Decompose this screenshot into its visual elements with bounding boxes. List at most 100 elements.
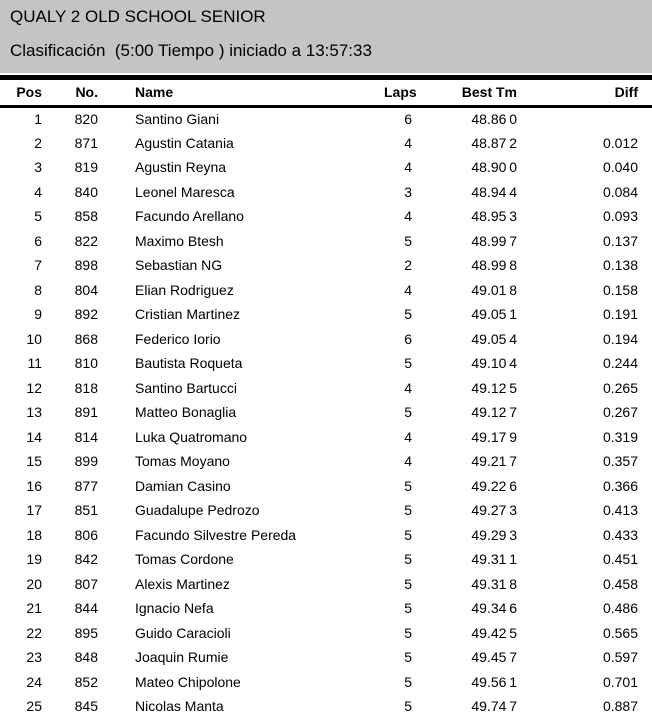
no-cell: 858 [74, 208, 98, 225]
laps-cell: 5 [404, 698, 412, 715]
best-tm-cell: 49.29 3 [471, 526, 517, 543]
name-cell: Agustin Catania [135, 134, 234, 151]
laps-cell: 5 [404, 624, 412, 641]
table-row: 5 858 Facundo Arellano 4 48.95 3 0.093 [0, 204, 652, 229]
best-tm-cell: 49.12 5 [471, 379, 517, 396]
diff-cell: 0.357 [602, 453, 638, 470]
laps-cell: 5 [404, 477, 412, 494]
pos-cell: 22 [26, 624, 42, 641]
results-table-body: 1 820 Santino Giani 6 48.86 0 2 871 Agustin Cat… [0, 106, 652, 719]
pos-cell: 8 [34, 281, 42, 298]
diff-cell: 0.319 [602, 428, 638, 445]
column-header-name: Name [135, 84, 174, 101]
table-row: 20 807 Alexis Martinez 5 49.31 8 0.458 [0, 572, 652, 597]
no-cell: 806 [74, 526, 98, 543]
name-cell: Agustin Reyna [135, 159, 227, 176]
no-cell: 891 [74, 404, 98, 421]
no-cell: 844 [74, 600, 98, 617]
name-cell: Bautista Roqueta [135, 355, 243, 372]
diff-cell: 0.194 [602, 330, 638, 347]
table-row: 6 822 Maximo Btesh 5 48.99 7 0.137 [0, 229, 652, 254]
name-cell: Alexis Martinez [135, 575, 230, 592]
best-tm-cell: 49.17 9 [471, 428, 517, 445]
laps-cell: 5 [404, 551, 412, 568]
no-cell: 840 [74, 183, 98, 200]
best-tm-cell: 49.31 1 [471, 551, 517, 568]
no-cell: 871 [74, 134, 98, 151]
diff-cell: 0.458 [602, 575, 638, 592]
pos-cell: 19 [26, 551, 42, 568]
diff-cell: 0.137 [602, 232, 638, 249]
name-cell: Leonel Maresca [135, 183, 235, 200]
name-cell: Facundo Arellano [135, 208, 244, 225]
laps-cell: 5 [404, 575, 412, 592]
laps-cell: 6 [404, 111, 412, 127]
no-cell: 898 [74, 257, 98, 274]
no-cell: 822 [74, 232, 98, 249]
column-header-no: No. [75, 84, 98, 101]
table-row: 21 844 Ignacio Nefa 5 49.34 6 0.486 [0, 596, 652, 621]
pos-cell: 3 [34, 159, 42, 176]
no-cell: 892 [74, 306, 98, 323]
best-tm-cell: 49.31 8 [471, 575, 517, 592]
no-cell: 818 [74, 379, 98, 396]
no-cell: 820 [74, 111, 98, 127]
name-cell: Sebastian NG [135, 257, 223, 274]
no-cell: 895 [74, 624, 98, 641]
pos-cell: 1 [34, 111, 42, 127]
table-row: 12 818 Santino Bartucci 4 49.12 5 0.265 [0, 376, 652, 401]
no-cell: 804 [74, 281, 98, 298]
session-header: QUALY 2 OLD SCHOOL SENIOR Clasificación … [0, 0, 652, 73]
table-row: 15 899 Tomas Moyano 4 49.21 7 0.357 [0, 449, 652, 474]
name-cell: Maximo Btesh [135, 232, 224, 249]
table-row: 22 895 Guido Caracioli 5 49.42 5 0.565 [0, 621, 652, 646]
diff-cell: 0.366 [602, 477, 638, 494]
table-row: 10 868 Federico Iorio 6 49.05 4 0.194 [0, 327, 652, 352]
best-tm-cell: 48.86 0 [471, 111, 517, 127]
diff-cell: 0.701 [602, 673, 638, 690]
best-tm-cell: 48.95 3 [471, 208, 517, 225]
best-tm-cell: 49.74 7 [471, 698, 517, 715]
laps-cell: 4 [404, 134, 412, 151]
column-header-laps: Laps [384, 84, 417, 101]
laps-cell: 5 [404, 673, 412, 690]
header-divider-bar [0, 75, 652, 80]
laps-cell: 4 [404, 159, 412, 176]
no-cell: 852 [74, 673, 98, 690]
table-row: 14 814 Luka Quatromano 4 49.17 9 0.319 [0, 425, 652, 450]
pos-cell: 23 [26, 649, 42, 666]
best-tm-cell: 49.56 1 [471, 673, 517, 690]
pos-cell: 14 [26, 428, 42, 445]
no-cell: 807 [74, 575, 98, 592]
table-row: 13 891 Matteo Bonaglia 5 49.12 7 0.267 [0, 400, 652, 425]
no-cell: 842 [74, 551, 98, 568]
best-tm-cell: 49.45 7 [471, 649, 517, 666]
diff-cell: 0.244 [602, 355, 638, 372]
name-cell: Federico Iorio [135, 330, 221, 347]
laps-cell: 5 [404, 649, 412, 666]
name-cell: Cristian Martinez [135, 306, 241, 323]
pos-cell: 12 [26, 379, 42, 396]
name-cell: Tomas Cordone [135, 551, 234, 568]
table-row: 23 848 Joaquin Rumie 5 49.45 7 0.597 [0, 645, 652, 670]
pos-cell: 17 [26, 502, 42, 519]
table-row: 1 820 Santino Giani 6 48.86 0 [0, 106, 652, 131]
laps-cell: 5 [404, 526, 412, 543]
best-tm-cell: 49.34 6 [471, 600, 517, 617]
diff-cell: 0.597 [602, 649, 638, 666]
no-cell: 845 [74, 698, 98, 715]
no-cell: 810 [74, 355, 98, 372]
diff-cell: 0.158 [602, 281, 638, 298]
no-cell: 819 [74, 159, 98, 176]
table-row: 4 840 Leonel Maresca 3 48.94 4 0.084 [0, 180, 652, 205]
best-tm-cell: 48.99 7 [471, 232, 517, 249]
diff-cell [520, 106, 652, 131]
best-tm-cell: 49.01 8 [471, 281, 517, 298]
session-subtitle: Clasificación (5:00 Tiempo ) iniciado a … [10, 41, 372, 60]
pos-cell: 7 [34, 257, 42, 274]
pos-cell: 9 [34, 306, 42, 323]
column-header-pos: Pos [16, 84, 42, 101]
no-cell: 877 [74, 477, 98, 494]
name-cell: Ignacio Nefa [135, 600, 214, 617]
